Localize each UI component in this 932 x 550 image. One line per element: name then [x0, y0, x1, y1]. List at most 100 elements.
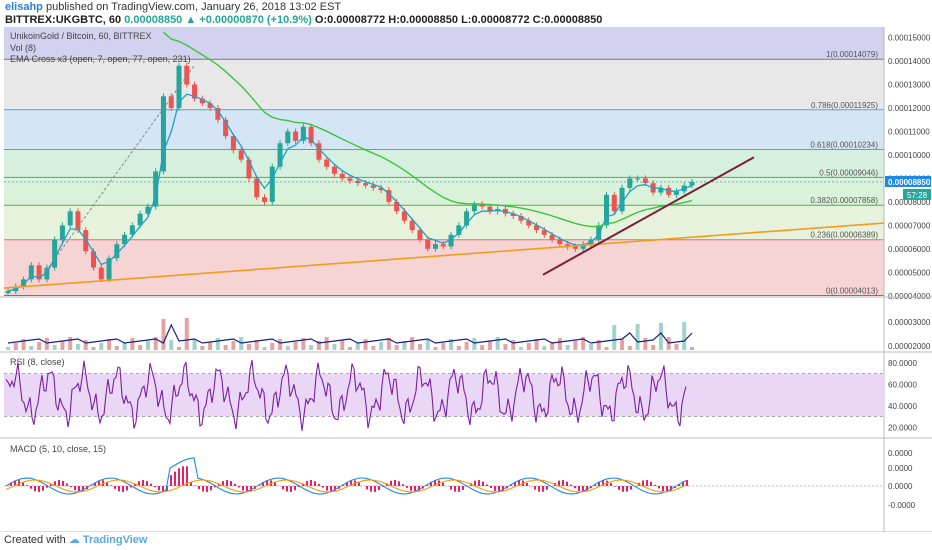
price-tick-label: 0.00012000 [888, 104, 931, 113]
candle-body [627, 178, 633, 188]
macd-histogram-bar [50, 484, 52, 486]
macd-histogram-bar [106, 482, 108, 486]
volume-bar [441, 343, 446, 350]
rsi-legend: RSI (8, close) [10, 357, 65, 367]
macd-histogram-bar [30, 486, 32, 489]
macd-histogram-bar [114, 486, 116, 489]
candle-body [114, 244, 120, 259]
volume-bar [526, 343, 531, 350]
volume-bar [138, 345, 143, 350]
candle-body [160, 96, 166, 172]
volume-bar [565, 345, 570, 350]
author-name[interactable]: elisahp [5, 1, 43, 13]
macd-histogram-bar [526, 482, 528, 486]
volume-bar [581, 337, 586, 350]
macd-histogram-bar [462, 486, 464, 490]
candle-body [122, 234, 128, 245]
candle-body [534, 225, 540, 231]
macd-histogram-bar [434, 480, 436, 486]
volume-bar [627, 346, 632, 350]
volume-bar [316, 341, 321, 350]
volume-bar [21, 339, 26, 350]
candle-body [611, 194, 617, 212]
volume-bar [402, 341, 407, 350]
fib-label: 0.236(0.00006389) [810, 231, 878, 240]
volume-bar [145, 341, 150, 350]
macd-histogram-bar [658, 486, 660, 489]
macd-histogram-bar [70, 486, 72, 488]
macd-histogram-bar [458, 486, 460, 492]
countdown-badge [903, 188, 931, 200]
candle-body [238, 150, 244, 160]
volume-bar [495, 337, 500, 350]
macd-histogram-bar [514, 481, 516, 486]
candle-body [199, 98, 205, 104]
volume-bar [433, 347, 438, 350]
macd-histogram-bar [218, 483, 220, 486]
candle-body [572, 246, 578, 249]
candle-body [192, 84, 198, 99]
candle-body [59, 225, 65, 240]
candle-body [277, 143, 283, 167]
tradingview-brand[interactable]: TradingView [82, 534, 148, 546]
macd-histogram-bar [262, 482, 264, 486]
volume-bar [363, 339, 368, 350]
macd-histogram-bar [146, 480, 148, 486]
candle-body [386, 190, 392, 202]
macd-histogram-bar [94, 482, 96, 486]
candle-body [316, 143, 322, 160]
volume-bar [184, 318, 189, 350]
volume-bar [573, 341, 578, 350]
macd-histogram-bar [654, 484, 656, 486]
macd-histogram-bar [398, 481, 400, 486]
macd-histogram-bar [570, 484, 572, 486]
volume-bar [293, 342, 298, 350]
candle-body [21, 279, 27, 287]
macd-histogram-bar [574, 486, 576, 489]
macd-histogram-bar [42, 486, 44, 491]
volume-bar [161, 319, 166, 350]
price-axis [884, 27, 932, 532]
fib-zone-4 [4, 177, 884, 206]
volume-bar [410, 337, 415, 350]
candle-body [300, 126, 306, 141]
price-chart[interactable]: 1(0.00014079) 0.786(0.00011925) 0.618(0.00… [0, 27, 932, 532]
volume-bar [658, 323, 663, 350]
macd-histogram-bar [294, 486, 296, 491]
fib-zone-6 [4, 239, 884, 296]
macd-histogram-bar [246, 486, 248, 492]
macd-histogram-bar [418, 486, 420, 492]
fib-label: 0.786(0.00011925) [811, 101, 878, 110]
macd-histogram-bar [26, 485, 28, 486]
volume-bar [534, 339, 539, 350]
candle-body [137, 213, 143, 226]
volume-bar [83, 340, 88, 350]
volume-bar [332, 344, 337, 350]
fib-anchor-line [39, 64, 196, 280]
macd-histogram-bar [626, 486, 628, 492]
price-change: 0.00008850 ▲ +0.00000870 (+10.9%) [124, 14, 312, 26]
rsi-line [5, 360, 687, 431]
volume-bar [340, 340, 345, 350]
macd-histogram-bar [154, 486, 156, 488]
macd-tick-label: 0.0000 [888, 464, 913, 473]
macd-histogram-bar [686, 480, 688, 486]
countdown-label: 57:28 [907, 191, 928, 200]
macd-histogram-bar [290, 486, 292, 492]
macd-histogram-bar [406, 486, 408, 488]
volume-bar [651, 345, 656, 350]
macd-histogram-bar [38, 486, 40, 492]
macd-histogram-bar [618, 486, 620, 490]
volume-bar [68, 337, 73, 350]
macd-histogram-bar [442, 482, 444, 486]
candle-body [246, 159, 252, 179]
macd-histogram-bar [578, 486, 580, 491]
candle-body [52, 239, 58, 268]
macd-histogram-bar [318, 484, 320, 486]
candle-body [98, 267, 104, 280]
macd-histogram-bar [410, 486, 412, 491]
candle-body [324, 159, 330, 167]
macd-histogram-bar [34, 486, 36, 492]
volume-bar [37, 342, 42, 350]
volume-bar [29, 346, 34, 350]
